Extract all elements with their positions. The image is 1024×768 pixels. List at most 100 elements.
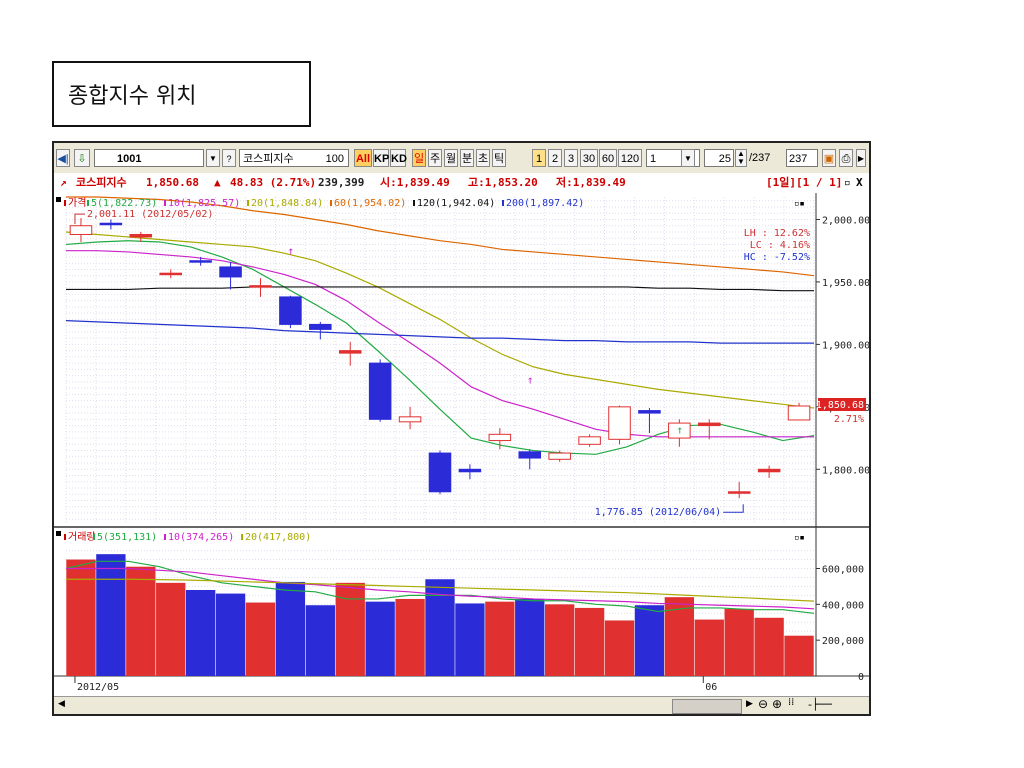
candle-body <box>368 362 392 420</box>
candle-body <box>249 285 272 288</box>
help-icon[interactable]: ? <box>222 149 236 167</box>
volume-bar <box>96 554 126 676</box>
restore-icon[interactable]: ▫ <box>844 176 851 189</box>
legend-swatch <box>87 200 89 206</box>
volume-ma10-line <box>66 567 815 610</box>
volume-legend-item: 거래량 <box>68 531 96 543</box>
price-legend-item: 120(1,942.04) <box>417 198 495 209</box>
scroll-right-icon[interactable]: ▶ <box>746 699 753 709</box>
interval-1[interactable]: 1 <box>532 149 546 167</box>
price-ma20-line <box>65 231 815 409</box>
total-field[interactable]: 237 <box>786 149 818 167</box>
low-annotation: 1,776.85 (2012/06/04) <box>595 507 721 518</box>
volume-bar <box>245 602 276 676</box>
last-price-tag <box>818 397 866 411</box>
period-minute[interactable]: 분 <box>460 149 474 167</box>
close-icon[interactable]: X <box>856 176 863 189</box>
volume-bar <box>156 582 186 676</box>
pin-icon[interactable]: ◀| <box>56 149 70 167</box>
volume-legend-item: 20(417,800) <box>245 532 311 543</box>
candle-body <box>488 433 512 442</box>
zoom-fit-icon[interactable]: ⁞⁞ <box>788 697 795 708</box>
zoom-in-icon[interactable]: ⊕ <box>772 697 783 711</box>
volume-bar <box>574 607 605 676</box>
candle-body <box>458 468 482 473</box>
signal-arrow-icon: ↑ <box>676 423 683 436</box>
toolbar-scroll-right-icon[interactable]: ▶ <box>856 149 866 167</box>
chart-canvas[interactable]: 1,800.001,850.001,900.001,950.002,000.00… <box>54 193 869 696</box>
candle-body <box>698 422 721 427</box>
interval-120[interactable]: 120 <box>618 149 642 167</box>
candle-body <box>727 491 751 494</box>
candle-body <box>129 233 153 238</box>
volume-bar <box>604 620 635 676</box>
volume-bar <box>724 608 754 676</box>
trend-icon: ↗ <box>60 176 67 189</box>
lc-stat: LC : 4.16% <box>750 240 810 251</box>
horizontal-scrollbar[interactable]: ◀ ▶ ⊖ ⊕ ⁞⁞ -├── <box>54 696 869 714</box>
candle-body <box>69 225 93 235</box>
total-label: /237 <box>749 152 771 164</box>
mode-kd[interactable]: KD <box>390 149 407 167</box>
price-tick-label: 1,900.00 <box>822 340 869 351</box>
price-tick-label: 1,800.00 <box>822 465 869 476</box>
zoom-slider-icon[interactable]: -├── <box>808 698 832 711</box>
price-ma120-line <box>66 286 814 292</box>
count-stepper-icon[interactable]: ▲ ▼ <box>735 149 747 167</box>
volume-bar <box>305 605 335 676</box>
candle-body <box>219 266 242 278</box>
last-price-label: 1,850.68 <box>816 400 864 411</box>
period-tick[interactable]: 틱 <box>492 149 506 167</box>
interval-2[interactable]: 2 <box>548 149 562 167</box>
interval-dropdown-icon[interactable]: ▼ <box>681 149 695 167</box>
info-low: 저:1,839.49 <box>556 176 626 189</box>
candle-body <box>638 410 661 414</box>
candle-body <box>99 222 123 226</box>
count-input[interactable]: 25 <box>704 149 734 167</box>
volume-bar <box>634 605 665 676</box>
settings-icon[interactable]: ▣ <box>822 149 836 167</box>
name-field: 코스피지수 100 <box>239 149 349 167</box>
mode-kp[interactable]: KP <box>373 149 389 167</box>
low-marker-line <box>723 504 744 513</box>
interval-60[interactable]: 60 <box>599 149 617 167</box>
period-second[interactable]: 초 <box>476 149 490 167</box>
legend-swatch <box>241 534 243 540</box>
signal-arrow-icon: ↑ <box>287 245 294 258</box>
price-tick-label: 2,000.00 <box>822 215 869 226</box>
volume-ma20-line <box>66 578 815 602</box>
legend-swatch <box>93 534 95 540</box>
price-legend-item: 10(1,825.57) <box>168 198 240 209</box>
print-icon[interactable]: ⎙ <box>839 149 853 167</box>
last-pct-label: 2.71% <box>834 414 864 425</box>
volume-bar <box>754 617 784 676</box>
legend-swatch <box>64 200 66 206</box>
info-change: 48.83 (2.71%) <box>230 176 317 189</box>
zoom-out-icon[interactable]: ⊖ <box>758 697 769 711</box>
slide-heading: 종합지수 위치 <box>68 84 197 109</box>
candle-body <box>668 422 691 439</box>
candle-body <box>309 323 332 330</box>
interval-30[interactable]: 30 <box>580 149 598 167</box>
scroll-left-icon[interactable]: ◀ <box>58 699 65 709</box>
candle-body <box>757 468 781 473</box>
period-month[interactable]: 월 <box>444 149 458 167</box>
code-dropdown-icon[interactable]: ▼ <box>206 149 220 167</box>
volume-bar <box>485 601 515 676</box>
download-icon[interactable]: ⇩ <box>74 149 90 167</box>
volume-legend-item: 5(351,131) <box>97 532 157 543</box>
period-day[interactable]: 일 <box>412 149 426 167</box>
period-week[interactable]: 주 <box>428 149 442 167</box>
price-ma60-line <box>66 196 815 277</box>
code-input[interactable]: 1001 <box>94 149 204 167</box>
chart-window: ◀| ⇩ 1001 ▼ ? 코스피지수 100 All KP KD 일 주 월 … <box>52 141 871 716</box>
interval-3[interactable]: 3 <box>564 149 578 167</box>
legend-swatch <box>164 200 166 206</box>
price-legend-item: 가격 <box>68 196 86 209</box>
price-legend-item: 20(1,848.84) <box>251 198 323 209</box>
volume-bar <box>275 581 306 676</box>
toolbar: ◀| ⇩ 1001 ▼ ? 코스피지수 100 All KP KD 일 주 월 … <box>54 143 869 174</box>
volume-legend-item: 10(374,265) <box>168 532 234 543</box>
mode-all[interactable]: All <box>354 149 372 167</box>
scroll-thumb[interactable] <box>672 699 742 714</box>
